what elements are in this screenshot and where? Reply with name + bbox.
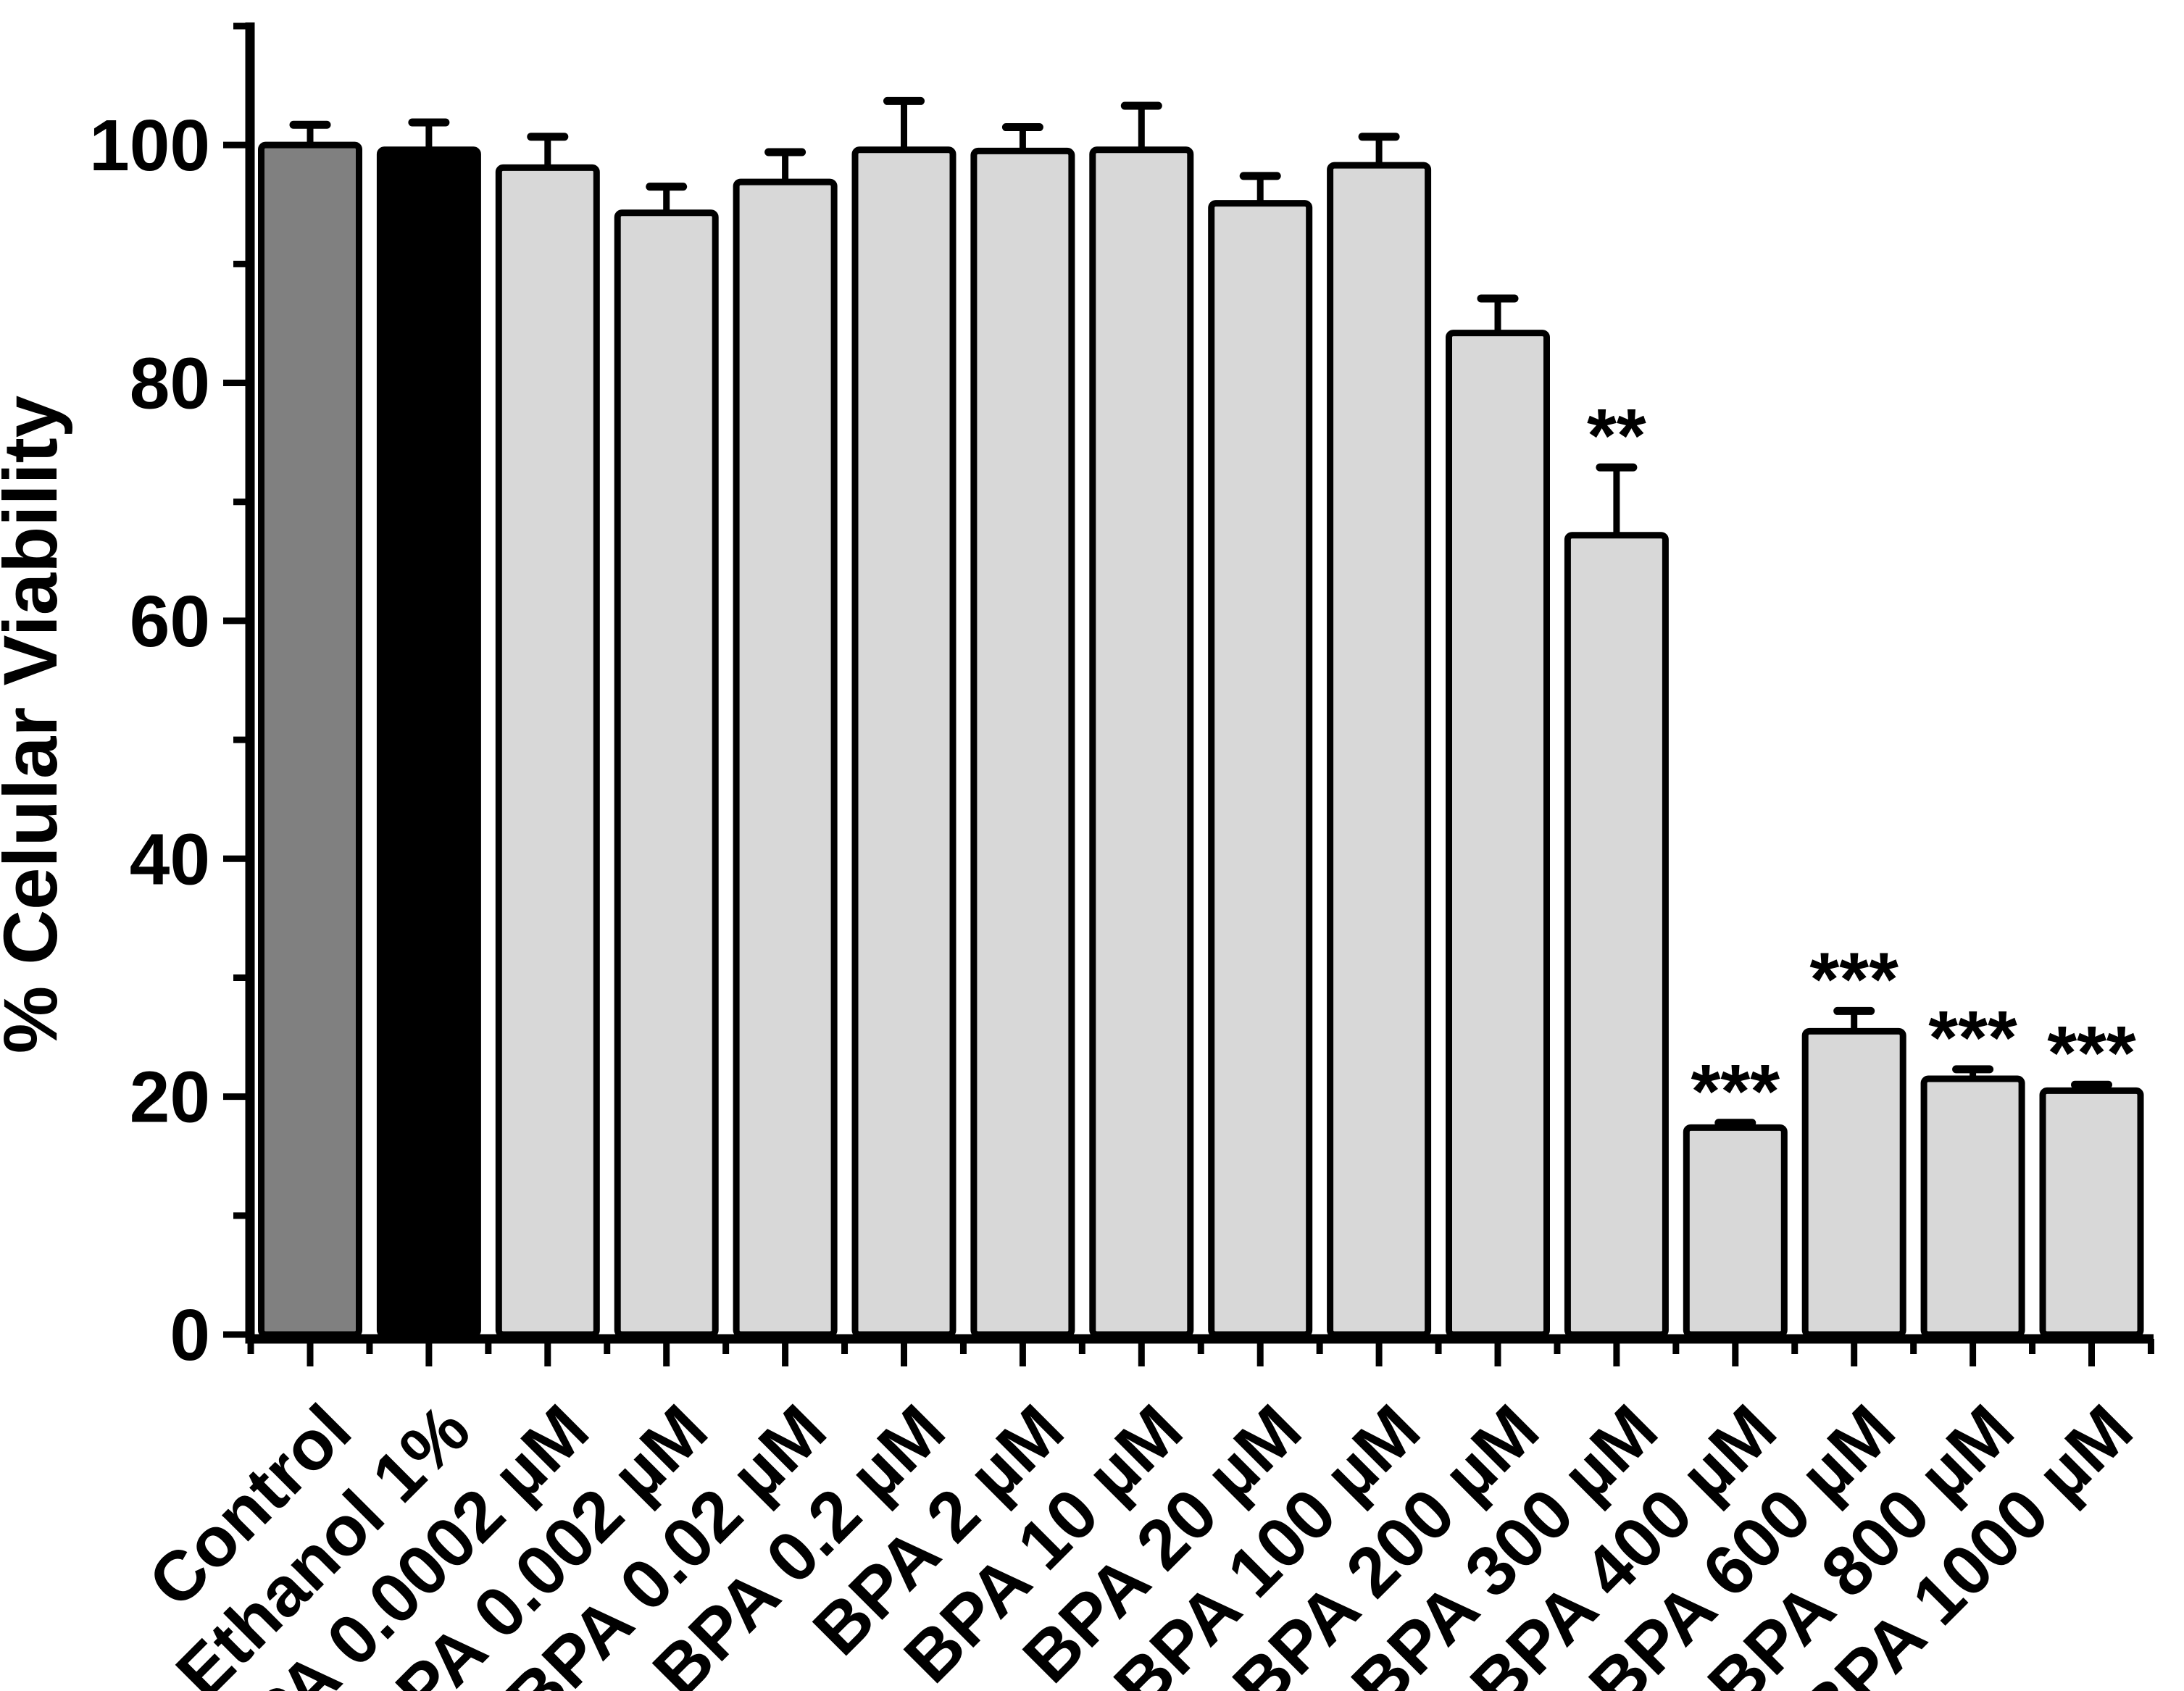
bar-bpa-1000-m xyxy=(2039,1087,2144,1338)
bar-bpa-0-0002-m xyxy=(495,164,600,1338)
significance-label-bpa-300-m: ** xyxy=(1587,393,1646,478)
significance-label-bpa-1000-m: *** xyxy=(2047,1011,2136,1095)
bar-control xyxy=(258,141,362,1338)
bar-bpa-800-m xyxy=(1920,1075,2025,1338)
bar-bpa-600-m xyxy=(1801,1027,1906,1338)
y-tick-label-0: 0 xyxy=(170,1295,210,1376)
bar-bpa-2-m xyxy=(970,147,1075,1338)
bar-bpa-200-m xyxy=(1446,330,1550,1338)
y-tick-label-40: 40 xyxy=(130,819,210,900)
bar-ethanol-1 xyxy=(376,146,481,1338)
y-axis-title: % Celular Viability xyxy=(0,396,73,1053)
bar-bpa-0-002-m xyxy=(614,209,719,1338)
significance-label-bpa-800-m: *** xyxy=(1928,995,2017,1080)
y-tick-label-100: 100 xyxy=(89,105,210,186)
bar-bpa-0-02-m xyxy=(733,178,838,1338)
significance-label-bpa-400-m: *** xyxy=(1691,1049,1780,1134)
bar-bpa-20-m xyxy=(1208,200,1313,1338)
y-tick-label-60: 60 xyxy=(130,581,210,662)
bar-bpa-400-m xyxy=(1683,1124,1788,1338)
bar-bpa-10-m xyxy=(1089,146,1194,1338)
y-tick-label-20: 20 xyxy=(130,1057,210,1138)
significance-label-bpa-600-m: *** xyxy=(1809,937,1899,1022)
bar-bpa-300-m xyxy=(1564,532,1669,1338)
bar-bpa-100-m xyxy=(1327,162,1432,1338)
y-tick-label-80: 80 xyxy=(130,343,210,425)
bar-bpa-0-2-m xyxy=(851,146,956,1338)
